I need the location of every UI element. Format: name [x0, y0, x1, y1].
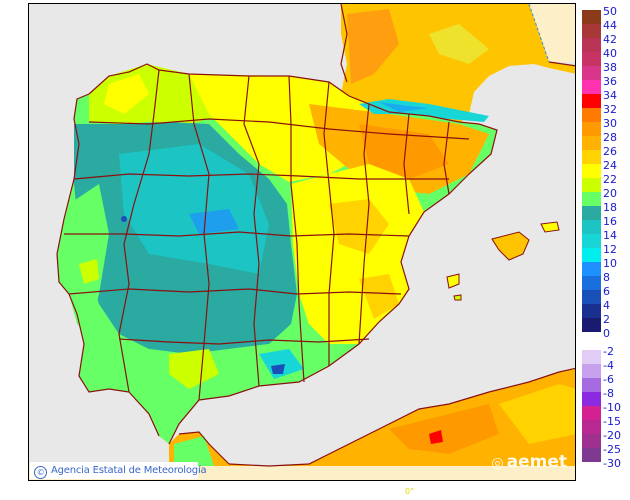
legend-swatch-32	[582, 108, 601, 122]
legend-label: -4	[603, 359, 614, 372]
legend-label: 34	[603, 89, 617, 102]
legend-swatch-4	[582, 304, 601, 318]
legend-swatch-28	[582, 136, 601, 150]
legend-label: -6	[603, 373, 614, 386]
legend-label: 40	[603, 47, 617, 60]
temperature-map[interactable]: © Agencia Estatal de Meteorología ◎ aemet	[28, 3, 576, 481]
legend-label: 12	[603, 243, 617, 256]
hotspot-max	[429, 430, 443, 444]
legend-label: -20	[603, 429, 621, 442]
legend-label: 44	[603, 19, 617, 32]
island-mallorca	[491, 231, 530, 261]
legend-label: 38	[603, 61, 617, 74]
legend-swatch-36	[582, 80, 601, 94]
legend-swatch-neg25	[582, 448, 601, 462]
island-menorca	[540, 221, 560, 233]
legend-label: 0	[603, 327, 610, 340]
legend-label: 6	[603, 285, 610, 298]
legend-swatch-2	[582, 318, 601, 332]
legend-label: 30	[603, 117, 617, 130]
island-ibiza	[446, 273, 460, 289]
legend-label: 20	[603, 187, 617, 200]
legend-swatch-8	[582, 276, 601, 290]
legend-swatch-22	[582, 178, 601, 192]
aemet-swirl-icon: ◎	[491, 455, 504, 471]
copyright-icon: ©	[34, 466, 47, 479]
legend-swatch-30	[582, 122, 601, 136]
credit-text: Agencia Estatal de Meteorología	[51, 465, 207, 476]
legend-swatch-40	[582, 52, 601, 66]
legend-swatch-44	[582, 24, 601, 38]
legend-label: 8	[603, 271, 610, 284]
legend-swatch-neg8	[582, 392, 601, 406]
logo-text: aemet	[506, 452, 567, 472]
legend-label: 28	[603, 131, 617, 144]
legend-label: 26	[603, 145, 617, 158]
legend-swatch-34	[582, 94, 601, 108]
legend-swatch-12	[582, 248, 601, 262]
legend-label: -15	[603, 415, 621, 428]
legend-swatch-neg20	[582, 434, 601, 448]
legend-label: 42	[603, 33, 617, 46]
legend-label: 32	[603, 103, 617, 116]
legend-swatch-14	[582, 234, 601, 248]
legend-label: 10	[603, 257, 617, 270]
legend-swatch-neg10	[582, 406, 601, 420]
legend-label: -25	[603, 443, 621, 456]
region-france	[341, 4, 575, 124]
legend-label: -30	[603, 457, 621, 470]
legend-label: 16	[603, 215, 617, 228]
map-canvas	[29, 4, 575, 480]
legend-label: 24	[603, 159, 617, 172]
legend-label: 2	[603, 313, 610, 326]
legend-swatch-42	[582, 38, 601, 52]
legend-swatch-24	[582, 164, 601, 178]
bottom-tick-label: 0°	[405, 487, 415, 496]
legend-label: 14	[603, 229, 617, 242]
legend-label: 22	[603, 173, 617, 186]
legend-label: 18	[603, 201, 617, 214]
island-formentera	[453, 294, 462, 301]
legend-swatch-18	[582, 206, 601, 220]
legend-swatch-neg4	[582, 364, 601, 378]
legend-swatch-10	[582, 262, 601, 276]
legend-swatch-38	[582, 66, 601, 80]
legend-label: 50	[603, 5, 617, 18]
legend-swatch-neg6	[582, 378, 601, 392]
legend-swatch-16	[582, 220, 601, 234]
credit-label: © Agencia Estatal de Meteorología	[30, 462, 207, 479]
province-borders	[56, 4, 575, 467]
legend-label: 4	[603, 299, 610, 312]
domain-boundary	[528, 4, 550, 63]
legend-swatch-6	[582, 290, 601, 304]
aemet-logo: ◎ aemet	[491, 452, 567, 472]
legend-swatch-neg15	[582, 420, 601, 434]
legend-label: 36	[603, 75, 617, 88]
legend-swatch-26	[582, 150, 601, 164]
legend-label: -8	[603, 387, 614, 400]
legend-swatch-neg2	[582, 350, 601, 364]
legend-swatch-50	[582, 10, 601, 24]
legend-swatch-20	[582, 192, 601, 206]
legend-label: -2	[603, 345, 614, 358]
legend-label: -10	[603, 401, 621, 414]
